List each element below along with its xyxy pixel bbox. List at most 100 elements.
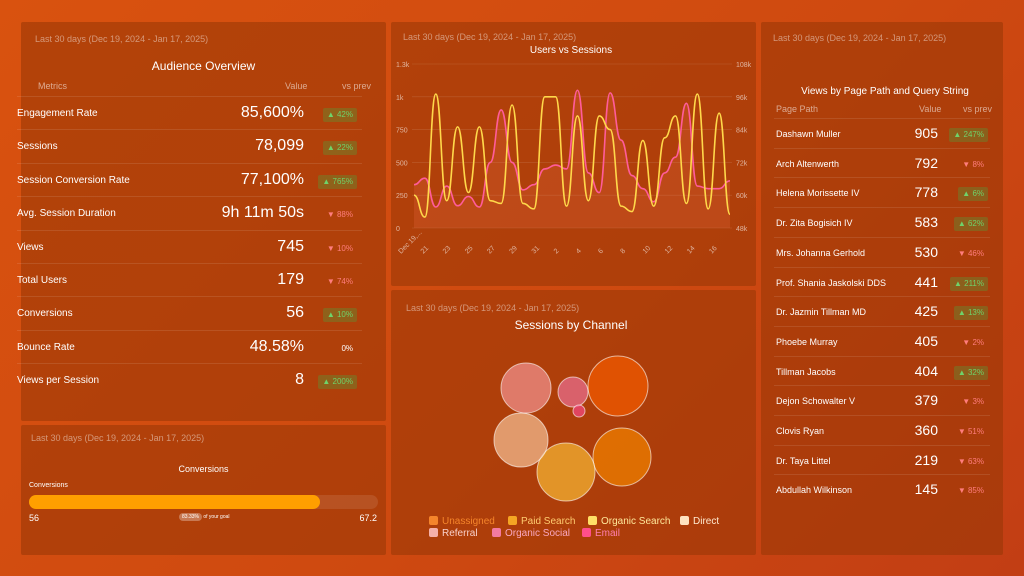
legend-label: Direct (693, 516, 720, 527)
users-sessions-panel (391, 22, 756, 286)
y-right-tick: 48k (736, 226, 748, 233)
change-badge: ▲ 42% (322, 108, 357, 122)
page-name: Arch Altenwerth (776, 158, 840, 169)
metric-value: 56 (286, 304, 304, 322)
legend-item-unassigned[interactable]: Unassigned (429, 516, 495, 527)
x-tick: 4 (575, 248, 583, 256)
page-value: 425 (914, 303, 938, 320)
y-left-tick: 0 (396, 226, 400, 233)
conversions-current: 56 (29, 513, 40, 523)
page-value: 905 (914, 125, 938, 141)
change-badge: ▼ 85% (957, 486, 984, 496)
channels-date-range: Last 30 days (Dec 19, 2024 - Jan 17, 202… (406, 303, 580, 313)
metric-row: Avg. Session Duration 9h 11m 50s ▼ 88% (17, 196, 362, 229)
page-value: 360 (914, 422, 938, 438)
metric-name: Sessions (17, 141, 58, 153)
page-row: Dejon Schowalter V 379 ▼ 3% (774, 385, 990, 415)
x-tick: 29 (508, 245, 519, 256)
x-tick: 10 (642, 245, 653, 256)
metric-row: Session Conversion Rate 77,100% ▲ 765% (17, 162, 362, 196)
path-value-col-header: Value (919, 104, 942, 114)
page-name: Dr. Jazmin Tillman MD (776, 307, 867, 318)
legend-label: Referral (442, 528, 478, 539)
audience-overview-panel (21, 22, 386, 421)
path-col-header: Page Path (776, 104, 819, 114)
conversions-panel (21, 425, 386, 555)
x-tick: 27 (486, 245, 497, 256)
page-value: 441 (914, 273, 938, 290)
page-row: Clovis Ryan 360 ▼ 51% (774, 415, 990, 445)
y-right-tick: 60k (736, 193, 748, 200)
change-badge: ▼ 8% (962, 159, 984, 169)
legend-swatch (582, 528, 591, 537)
page-row: Dr. Taya Littel 219 ▼ 63% (774, 444, 990, 475)
users-sessions-date-range: Last 30 days (Dec 19, 2024 - Jan 17, 202… (403, 32, 577, 42)
page-path-panel (761, 22, 1003, 555)
x-tick: 2 (553, 248, 561, 256)
legend-item-direct[interactable]: Direct (680, 516, 719, 527)
goal-text: of your goal (203, 514, 230, 520)
metric-row: Conversions 56 ▲ 10% (17, 296, 362, 329)
legend-item-email[interactable]: Email (582, 528, 620, 539)
change-badge: ▲ 32% (953, 365, 988, 380)
change-badge: ▼ 46% (957, 248, 984, 258)
change-badge: ▼ 2% (962, 337, 984, 347)
conversions-goal-indicator: 83.33% of your goal (179, 513, 230, 521)
page-value: 792 (914, 154, 938, 171)
metric-row: Total Users 179 ▼ 74% (17, 263, 362, 296)
metric-value: 78,099 (255, 137, 304, 155)
conversions-title: Conversions (178, 464, 229, 474)
conversions-progress-track (29, 495, 378, 509)
page-name: Dejon Schowalter V (776, 396, 856, 407)
legend-item-paid-search[interactable]: Paid Search (508, 516, 575, 527)
metric-row: Sessions 78,099 ▲ 22% (17, 129, 362, 162)
legend-swatch (588, 516, 597, 525)
y-right-tick: 108k (736, 62, 752, 69)
legend-item-referral[interactable]: Referral (429, 528, 478, 539)
legend-item-organic-search[interactable]: Organic Search (588, 516, 670, 527)
legend-swatch (680, 516, 689, 525)
legend-swatch (492, 528, 501, 537)
page-name: Clovis Ryan (776, 426, 825, 436)
page-row: Arch Altenwerth 792 ▼ 8% (774, 147, 990, 178)
change-badge: 0% (341, 343, 353, 353)
legend-item-organic-social[interactable]: Organic Social (492, 528, 570, 539)
page-value: 379 (914, 392, 938, 409)
page-row: Dr. Jazmin Tillman MD 425 ▲ 13% (774, 296, 990, 326)
value-col-header: Value (285, 81, 308, 91)
page-row: Helena Morissette IV 778 ▲ 6% (774, 177, 990, 207)
x-tick: 14 (686, 245, 697, 256)
series-line-1 (413, 93, 731, 218)
metric-name: Total Users (17, 275, 68, 286)
x-tick: 6 (597, 248, 605, 256)
y-left-tick: 750 (396, 128, 408, 135)
page-value: 404 (914, 362, 938, 379)
page-row: Prof. Shania Jaskolski DDS 441 ▲ 211% (774, 266, 990, 297)
page-name: Prof. Shania Jaskolski DDS (776, 277, 887, 288)
change-badge: ▲ 62% (953, 217, 988, 232)
legend-swatch (429, 516, 438, 525)
y-left-tick: 1.3k (396, 62, 410, 69)
metric-value: 85,600% (240, 104, 304, 121)
metrics-col-header: Metrics (38, 81, 67, 91)
metric-name: Bounce Rate (17, 341, 75, 353)
change-badge: ▼ 51% (957, 427, 984, 436)
sessions-channel-panel (391, 290, 756, 555)
metric-value: 77,100% (240, 170, 304, 188)
conversions-label: Conversions (29, 482, 68, 489)
change-badge: ▲ 6% (958, 187, 988, 202)
metric-value: 179 (277, 271, 304, 288)
change-badge: ▲ 10% (322, 308, 357, 323)
metric-row: Views per Session 8 ▲ 200% (17, 363, 362, 396)
change-badge: ▼ 3% (962, 397, 984, 407)
change-badge: ▲ 200% (318, 375, 357, 390)
x-tick: 25 (464, 245, 475, 256)
y-left-tick: 500 (396, 160, 408, 167)
x-tick: 21 (420, 245, 431, 256)
change-badge: ▲ 765% (318, 174, 357, 189)
path-prev-col-header: vs prev (963, 104, 993, 114)
audience-date-range: Last 30 days (Dec 19, 2024 - Jan 17, 202… (35, 34, 209, 44)
pages-date-range: Last 30 days (Dec 19, 2024 - Jan 17, 202… (773, 33, 947, 43)
x-tick: 31 (531, 245, 542, 256)
x-tick: 23 (442, 245, 453, 256)
